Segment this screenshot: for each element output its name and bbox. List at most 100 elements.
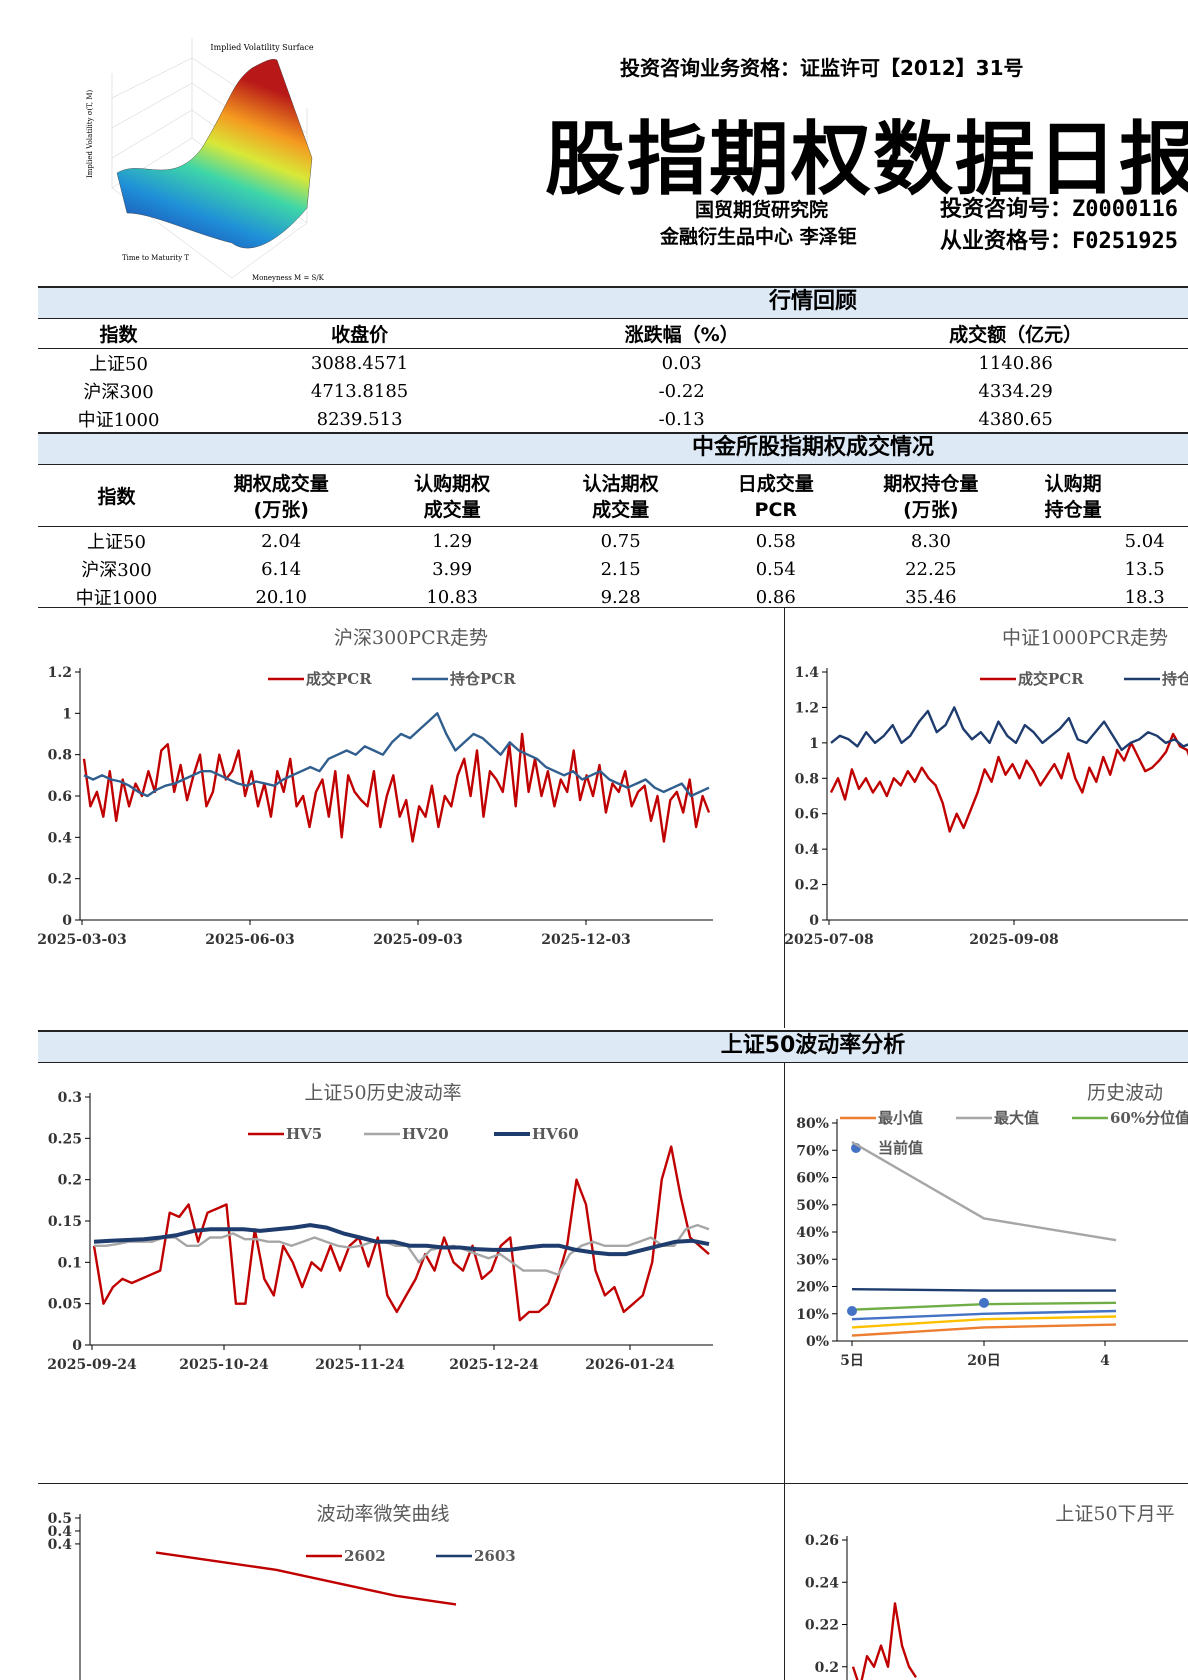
series-line bbox=[851, 1141, 1117, 1242]
advisory-value: Z0000116 bbox=[1072, 197, 1178, 222]
logo-zlabel: Moneyness M = S/K bbox=[252, 274, 325, 282]
chart-title: 上证50历史波动率 bbox=[304, 1082, 461, 1104]
x-tick-label: 2026-01-24 bbox=[585, 1357, 675, 1373]
y-tick-label: 30% bbox=[796, 1252, 829, 1268]
divider bbox=[784, 608, 785, 1028]
legend-item: 60%分位值 bbox=[1072, 1109, 1188, 1127]
table-cell: 0.58 bbox=[755, 530, 796, 552]
x-tick-label: 2025-10-24 bbox=[179, 1357, 269, 1373]
column-header-line: 指数 bbox=[97, 486, 136, 508]
column-header-line: (万张) bbox=[253, 499, 309, 521]
table-cell: 3088.4571 bbox=[310, 352, 409, 374]
x-tick-label: 4 bbox=[1100, 1353, 1110, 1369]
certificate-value: F0251925 bbox=[1072, 229, 1178, 254]
option-trading-table: 指数 期权成交量 (万张) 认购期权 成交量 认沽期权 成交量 日成交量 PCR 期权持… bbox=[38, 468, 1188, 611]
y-tick-label: 40% bbox=[796, 1225, 829, 1241]
legend-label: 持仓PCR bbox=[1162, 670, 1188, 688]
institute-name: 国贸期货研究院 bbox=[695, 199, 829, 221]
series-line bbox=[851, 1323, 1117, 1337]
table-cell: 18.3 bbox=[1124, 586, 1165, 608]
advisory-number: 投资咨询号：Z0000116 bbox=[940, 191, 1178, 223]
chart-sz50-hv: 上证50历史波动率 HV5 HV20 HV60 0 0.05 0.1 0.15 0.2 0.25 0… bbox=[47, 1082, 713, 1373]
table-cell: 4380.65 bbox=[978, 408, 1053, 430]
column-header: 认沽期权 成交量 bbox=[536, 468, 705, 527]
legend-label: 最小值 bbox=[878, 1109, 923, 1127]
y-tick-label: 0 bbox=[72, 1338, 82, 1354]
table-cell: 2.04 bbox=[261, 530, 302, 552]
y-tick-label: 1.2 bbox=[795, 700, 819, 716]
legend-item: 最小值 bbox=[840, 1109, 923, 1127]
y-tick-label: 0.05 bbox=[48, 1297, 82, 1313]
column-header: 期权成交量 (万张) bbox=[194, 468, 368, 527]
table-cell: 22.25 bbox=[905, 558, 957, 580]
table-row: 上证50 3088.4571 0.03 1140.86 bbox=[38, 349, 1188, 378]
y-tick-label: 1 bbox=[809, 736, 819, 752]
divider bbox=[784, 1063, 785, 1680]
column-header: 收盘价 bbox=[199, 318, 521, 349]
series-line bbox=[83, 712, 710, 798]
series-line bbox=[92, 1145, 710, 1322]
y-tick-label: 0.24 bbox=[805, 1575, 839, 1591]
y-tick-label: 0.2 bbox=[795, 878, 819, 894]
series-line bbox=[155, 1551, 457, 1606]
y-tick-label: 0.3 bbox=[58, 1090, 82, 1106]
legend-label: 2603 bbox=[474, 1547, 516, 1565]
surface-shape bbox=[116, 59, 313, 249]
table-row: 上证50 2.04 1.29 0.75 0.58 8.30 5.04 bbox=[38, 527, 1188, 556]
legend-label: HV5 bbox=[286, 1125, 322, 1143]
logo-ylabel: Implied Volatility σ(T, M) bbox=[86, 89, 94, 178]
column-header: 认购期权 成交量 bbox=[367, 468, 537, 527]
table-cell: 中证1000 bbox=[77, 410, 160, 431]
table-row: 中证1000 20.10 10.83 9.28 0.86 35.46 18.3 bbox=[38, 583, 1188, 611]
x-tick-label: 2025-12-03 bbox=[541, 932, 631, 948]
column-header: 认购期 持仓量 bbox=[1014, 468, 1188, 527]
table-cell: 6.14 bbox=[261, 558, 302, 580]
x-tick-label: 2025-07-08 bbox=[785, 932, 874, 948]
divider bbox=[38, 607, 1188, 608]
series-line bbox=[82, 732, 711, 843]
chart-title: 上证50下月平 bbox=[1055, 1503, 1174, 1525]
legend-item: HV60 bbox=[494, 1125, 579, 1143]
table-cell: 0.86 bbox=[755, 586, 796, 608]
y-tick-label: 1.2 bbox=[48, 665, 72, 681]
y-tick-label: 0.8 bbox=[795, 771, 819, 787]
column-header-line: 持仓量 bbox=[1044, 499, 1102, 521]
legend-item: 2603 bbox=[436, 1547, 516, 1565]
table-cell: 35.46 bbox=[905, 586, 957, 608]
column-header: 期权持仓量 (万张) bbox=[847, 468, 1015, 527]
table-cell: 0.54 bbox=[755, 558, 796, 580]
y-tick-label: 0.15 bbox=[48, 1214, 82, 1230]
table-row: 沪深300 4713.8185 -0.22 4334.29 bbox=[38, 377, 1188, 405]
y-tick-label: 0.4 bbox=[48, 1524, 73, 1540]
legend-item: 持仓PCR bbox=[1124, 670, 1188, 688]
legend-item: 成交PCR bbox=[268, 670, 372, 688]
y-tick-label: 20% bbox=[796, 1280, 829, 1296]
column-header-line: (万张) bbox=[903, 499, 959, 521]
y-tick-label: 0.8 bbox=[48, 748, 72, 764]
series-line bbox=[851, 1315, 1117, 1329]
table-cell: 1140.86 bbox=[978, 352, 1053, 374]
table-cell: 3.99 bbox=[432, 558, 473, 580]
table-header-row: 指数 收盘价 涨跌幅（%） 成交额（亿元） bbox=[38, 318, 1188, 349]
legend-label: 成交PCR bbox=[1018, 670, 1084, 688]
column-header-line: 认沽期权 bbox=[582, 473, 659, 495]
y-tick-label: 0.2 bbox=[48, 872, 72, 888]
report-title: 股指期权数据日报 bbox=[545, 113, 1188, 206]
series-line bbox=[851, 1602, 918, 1680]
legend-label: HV20 bbox=[402, 1125, 449, 1143]
legend-label: 成交PCR bbox=[306, 670, 372, 688]
y-tick-label: 0.4 bbox=[48, 830, 73, 846]
y-tick-label: 0.6 bbox=[795, 807, 819, 823]
license-text: 投资咨询业务资格：证监许可【2012】31号 bbox=[620, 56, 1024, 80]
table-cell: 0.75 bbox=[600, 530, 641, 552]
vol-analysis-title: 上证50波动率分析 bbox=[720, 1033, 906, 1058]
legend-label: HV60 bbox=[532, 1125, 579, 1143]
y-tick-label: 0.4 bbox=[48, 1537, 73, 1553]
x-tick-label: 2025-06-03 bbox=[205, 932, 295, 948]
table-cell: 5.04 bbox=[1124, 530, 1165, 552]
vol-analysis-header: 上证50波动率分析 bbox=[38, 1030, 1188, 1063]
legend-item: 持仓PCR bbox=[412, 670, 516, 688]
